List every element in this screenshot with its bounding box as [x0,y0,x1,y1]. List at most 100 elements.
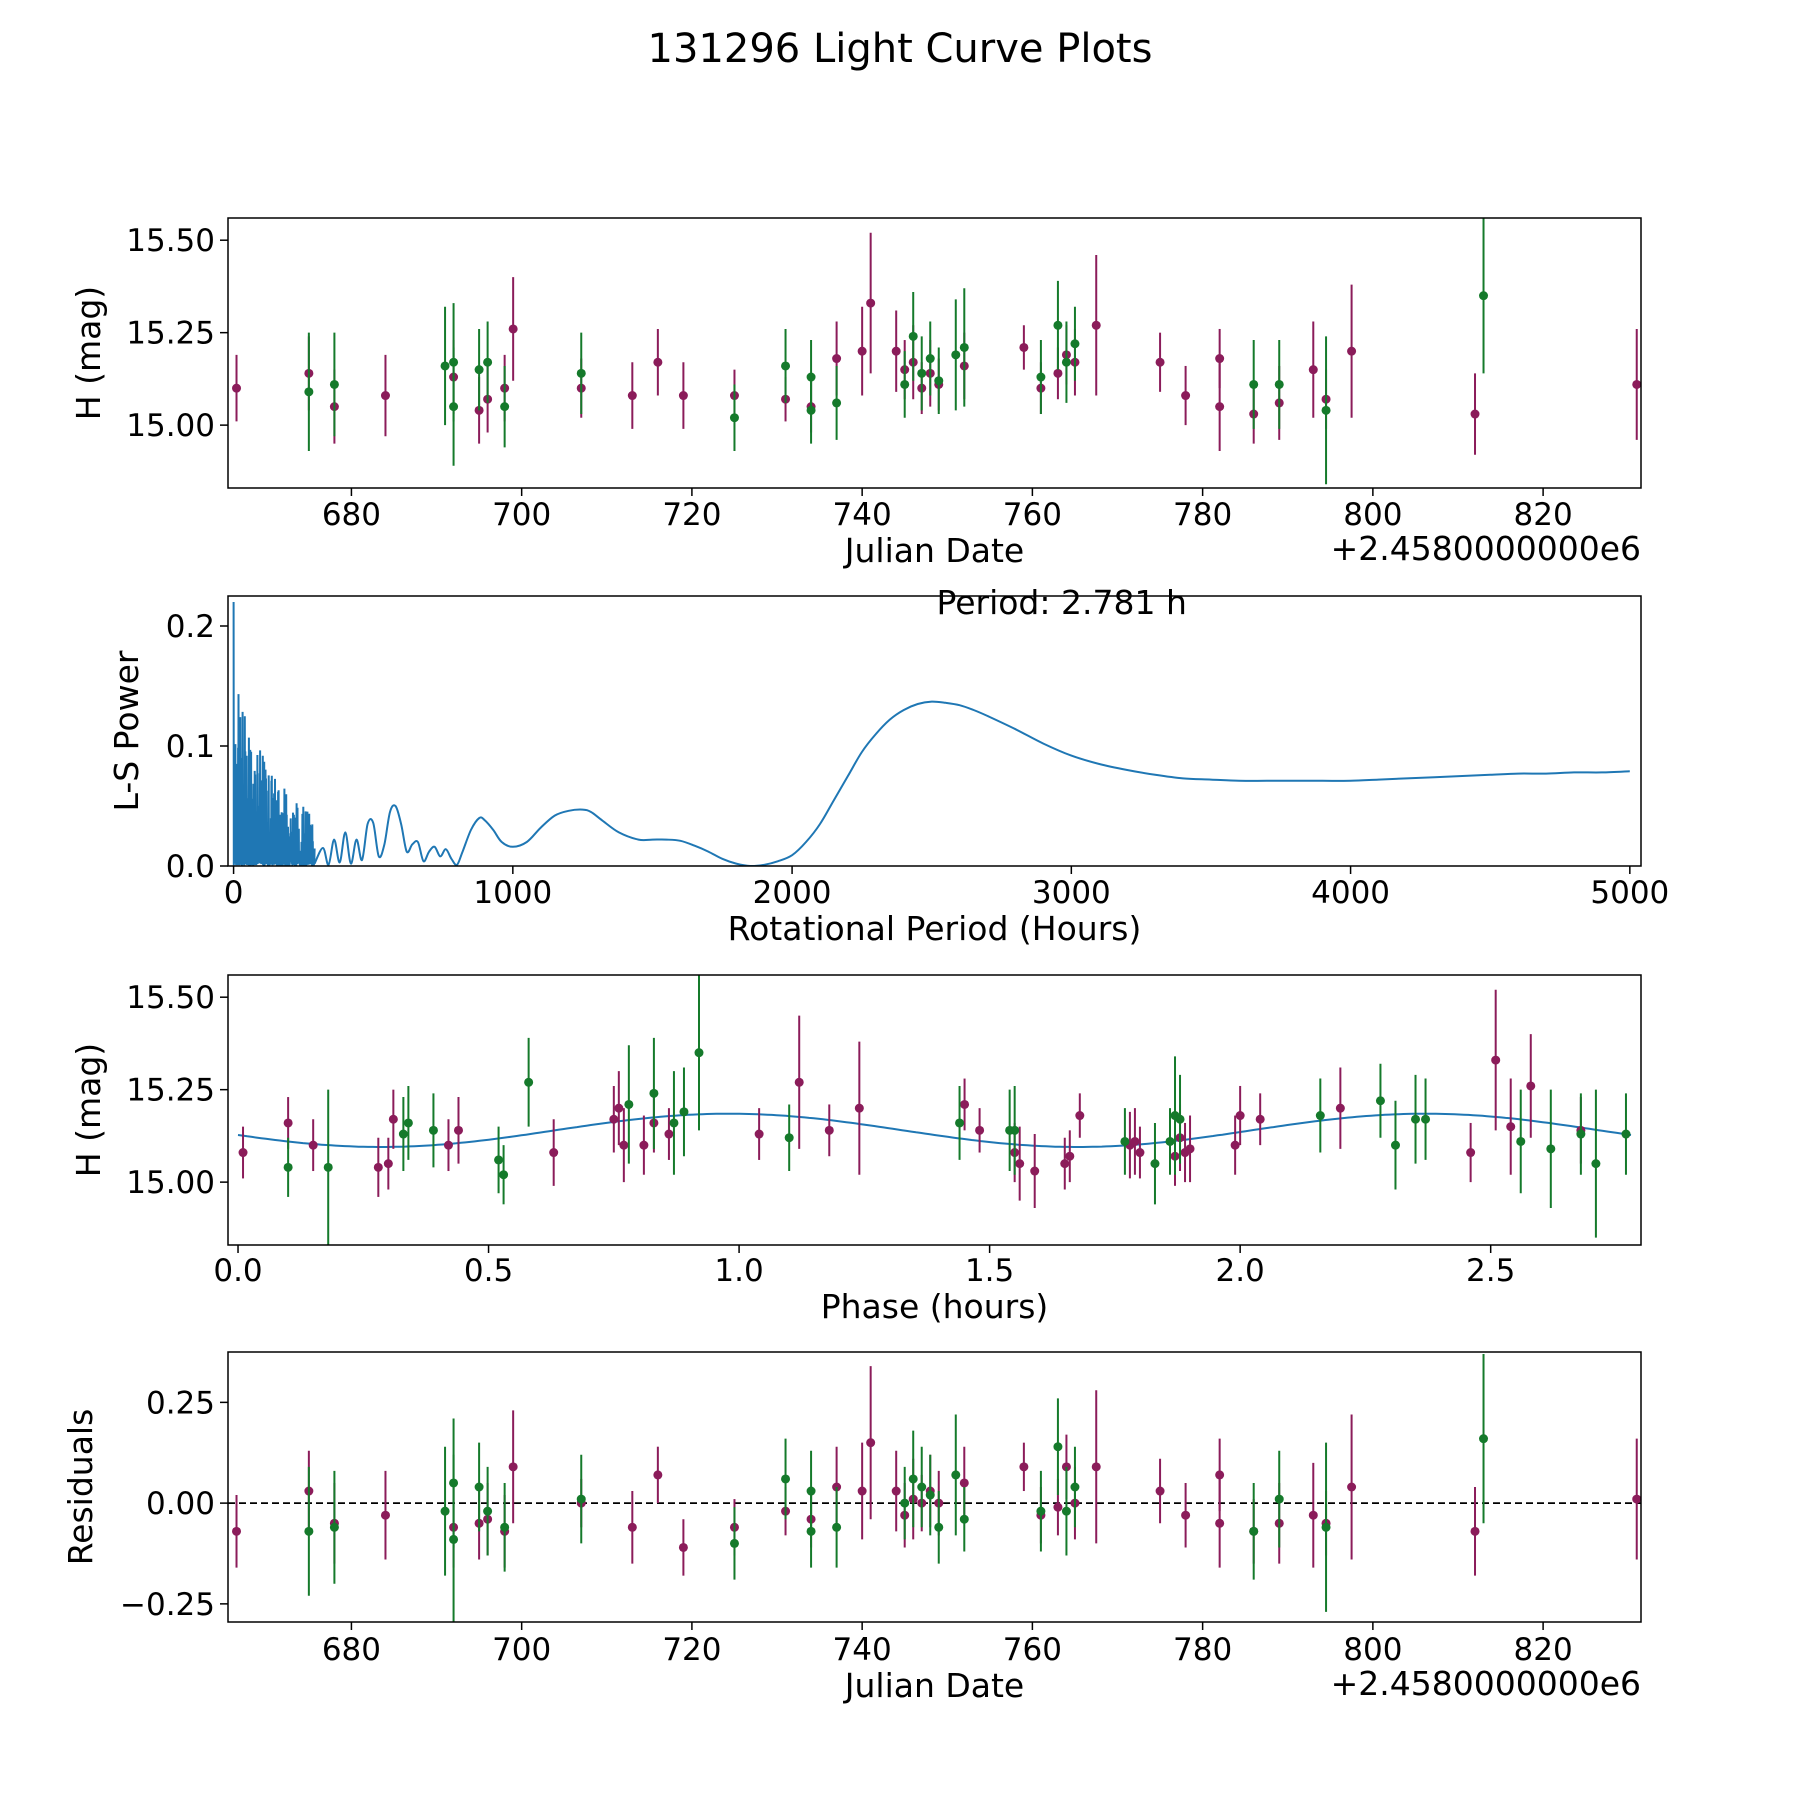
x-tick-label: 720 [662,1632,721,1668]
data-point [443,1140,453,1150]
data-point [483,1506,493,1516]
y-tick-label: 15.25 [126,316,215,352]
series-band_a [232,232,1641,455]
x-tick-label: 1.0 [714,1253,763,1289]
data-point [649,1088,659,1098]
ls-power-line [313,700,1630,866]
y-axis-label: H (mag) [69,286,108,420]
x-axis-label: Rotational Period (Hours) [728,909,1142,948]
data-point [576,368,586,378]
phased-plot-area [237,975,1632,1245]
figure-title: 131296 Light Curve Plots [647,26,1153,72]
data-point [1479,291,1489,301]
data-point [1019,1462,1029,1472]
data-point [891,346,901,356]
panel-lightcurve: 680 700 720 740 760 780 800 820 15.00 15.25 15.50 J… [69,217,1642,570]
data-point [1053,1502,1063,1512]
data-point [729,1538,739,1548]
data-point [729,413,739,423]
x-axis-label: Julian Date [843,531,1025,570]
data-point [232,383,242,393]
data-point [1015,1159,1025,1169]
data-point [653,1470,663,1480]
y-axis-label: H (mag) [69,1043,108,1177]
data-point [1053,1442,1063,1452]
data-point [1491,1055,1501,1065]
data-point [678,391,688,401]
x-axis-label: Julian Date [843,1666,1025,1705]
x-tick-label: 700 [492,497,551,533]
data-point [403,1118,413,1128]
lightcurve-plot-area [232,218,1641,485]
data-point [824,1125,834,1135]
axes-frame [227,974,1642,1246]
data-point [283,1118,293,1128]
x-tick-label: 680 [322,1632,381,1668]
data-point [1053,320,1063,330]
x-tick-label: 760 [1003,1632,1062,1668]
data-point [380,391,390,401]
data-point [1315,1111,1325,1121]
data-point [1621,1129,1631,1139]
data-point [323,1162,333,1172]
series-band_b [304,1354,1489,1622]
data-point [1308,365,1318,375]
data-point [329,379,339,389]
data-point [959,342,969,352]
series-band_b [283,975,1631,1245]
y-tick-label: −0.25 [120,1587,215,1623]
data-point [900,1498,910,1508]
data-point [483,357,493,367]
data-point [832,354,842,364]
data-point [1255,1114,1265,1124]
data-point [329,1522,339,1532]
data-point [925,1490,935,1500]
data-point [934,1522,944,1532]
data-point [1506,1122,1516,1132]
data-point [1075,1111,1085,1121]
x-tick-label: 800 [1343,497,1402,533]
data-point [549,1148,559,1158]
data-point [232,1526,242,1536]
x-tick-label: 4000 [1311,875,1390,911]
data-point [900,379,910,389]
panel-periodogram: 0 1000 2000 3000 4000 5000 0.0 0.1 0.2 Rotational… [107,583,1669,948]
x-tick-label: 0 [224,875,244,911]
data-point [500,1522,510,1532]
x-tick-label: 800 [1343,1632,1402,1668]
data-point [1036,372,1046,382]
data-point [866,1438,876,1448]
x-offset-label: +2.4580000000e6 [1331,1664,1641,1703]
data-point [1321,405,1331,415]
data-point [1516,1136,1526,1146]
data-point [1321,1522,1331,1532]
axes-frame [227,217,1642,489]
data-point [806,1486,816,1496]
residuals-plot-area [228,1354,1641,1622]
period-annotation: Period: 2.781 h [936,583,1186,622]
x-tick-label: 3000 [1032,875,1111,911]
data-point [664,1129,674,1139]
periodogram-plot-area [232,601,1630,866]
data-point [1274,379,1284,389]
data-point [449,357,459,367]
data-point [1526,1081,1536,1091]
data-point [653,357,663,367]
data-point [1546,1144,1556,1154]
data-point [959,1478,969,1488]
x-offset-label: +2.4580000000e6 [1331,529,1641,568]
data-point [1215,354,1225,364]
data-point [1466,1148,1476,1158]
data-point [1135,1148,1145,1158]
data-point [1215,1518,1225,1528]
data-point [1061,357,1071,367]
data-point [908,331,918,341]
data-point [304,1526,314,1536]
data-point [678,1542,688,1552]
data-point [373,1162,383,1172]
data-point [440,1506,450,1516]
data-point [1335,1103,1345,1113]
data-point [500,402,510,412]
data-point [1155,1486,1165,1496]
